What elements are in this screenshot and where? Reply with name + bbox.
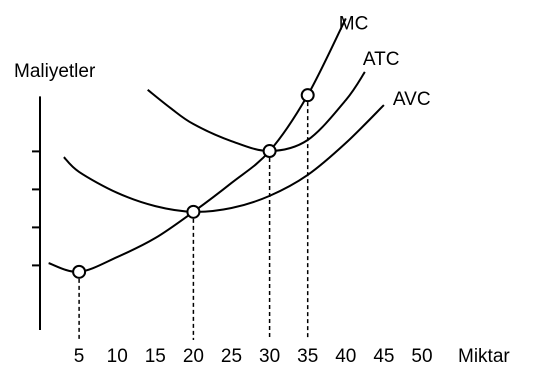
- x-tick-label: 30: [259, 346, 280, 367]
- x-tick-label: 50: [411, 346, 432, 367]
- x-tick-label: 40: [335, 346, 356, 367]
- series-label: AVC: [393, 89, 431, 110]
- x-tick-label: 5: [74, 346, 85, 367]
- marker: [300, 88, 315, 103]
- x-tick-label: 20: [183, 346, 204, 367]
- curve: [48, 17, 347, 273]
- x-tick-label: 35: [297, 346, 318, 367]
- curve: [147, 71, 366, 153]
- series-label: MC: [339, 13, 369, 34]
- x-axis-label: Miktar: [458, 346, 510, 367]
- marker: [72, 264, 87, 279]
- marker: [186, 204, 201, 219]
- x-tick-label: 25: [221, 346, 242, 367]
- x-tick-label: 15: [145, 346, 166, 367]
- series-label: ATC: [363, 49, 400, 70]
- marker: [262, 144, 277, 159]
- y-axis-label: Maliyetler: [14, 61, 96, 82]
- x-tick-label: 45: [373, 346, 394, 367]
- x-tick-label: 10: [107, 346, 128, 367]
- curve: [63, 104, 385, 213]
